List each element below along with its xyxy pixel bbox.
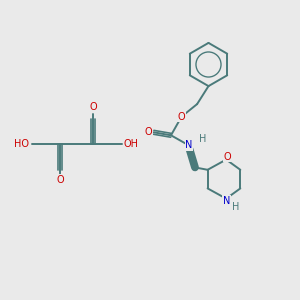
Text: O: O	[178, 112, 185, 122]
Text: O: O	[89, 102, 97, 112]
Text: O: O	[56, 175, 64, 185]
Text: HO: HO	[14, 139, 29, 149]
Text: N: N	[223, 196, 230, 206]
Text: O: O	[224, 152, 231, 162]
Text: N: N	[185, 140, 193, 150]
Text: H: H	[199, 134, 206, 144]
Text: H: H	[232, 202, 239, 212]
Text: OH: OH	[124, 139, 139, 149]
Text: O: O	[145, 127, 153, 137]
